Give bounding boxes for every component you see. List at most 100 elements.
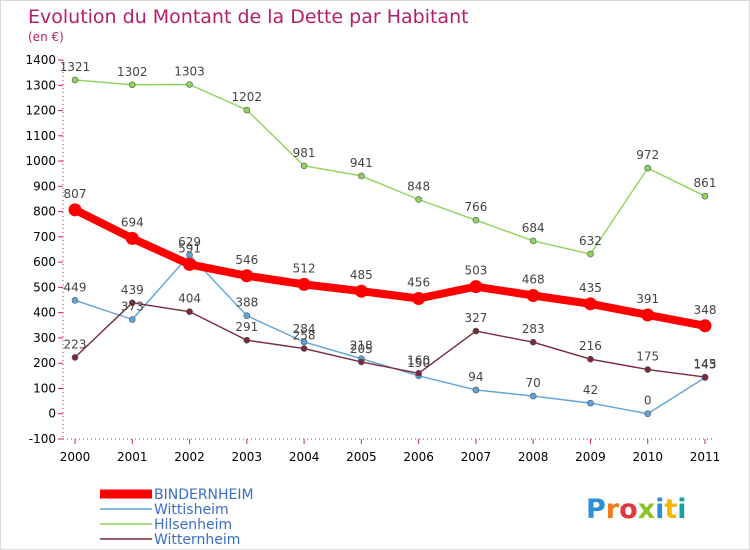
data-point [641, 308, 655, 322]
data-label: 972 [636, 148, 659, 162]
data-point [128, 299, 136, 307]
data-label: 1302 [117, 65, 148, 79]
y-tick-label: 1300 [25, 78, 56, 92]
legend: BINDERNHEIMWittisheimHilsenheimWitternhe… [100, 487, 254, 548]
data-point [587, 399, 594, 407]
logo-letter: i [677, 494, 686, 525]
data-label: 468 [522, 272, 545, 286]
data-point [243, 312, 251, 319]
y-tick-label: 400 [33, 306, 56, 320]
series-line-wittisheim [74, 254, 706, 415]
y-tick-label: 500 [33, 280, 56, 294]
data-point [412, 292, 426, 306]
data-label: 388 [235, 296, 258, 310]
data-point [644, 366, 652, 373]
data-point [529, 392, 537, 400]
data-point [529, 338, 537, 346]
legend-label: Wittisheim [154, 502, 229, 518]
y-tick-label: 700 [33, 230, 56, 244]
data-point [698, 319, 712, 333]
chart-title: Evolution du Montant de la Dette par Hab… [28, 6, 469, 28]
data-point [183, 257, 197, 271]
series-line-bindernheim [71, 205, 709, 330]
data-point [128, 81, 136, 89]
x-tick-label: 2011 [690, 450, 721, 464]
x-tick-label: 2009 [575, 450, 606, 464]
x-tick-label: 2002 [174, 450, 205, 464]
data-point [701, 192, 709, 200]
y-tick-label: 300 [33, 331, 56, 345]
y-tick-label: 1400 [25, 53, 56, 67]
y-tick-label: 900 [33, 179, 56, 193]
data-label: 861 [694, 176, 717, 190]
logo-letter: t [664, 494, 677, 525]
x-tick-label: 2010 [632, 450, 663, 464]
y-tick-label: 200 [33, 356, 56, 370]
data-point [71, 354, 79, 361]
data-label: 175 [636, 350, 659, 364]
data-label: 348 [694, 303, 717, 317]
data-label: 684 [522, 221, 545, 235]
data-point [243, 336, 251, 344]
data-label: 848 [407, 179, 430, 193]
logo-letter: r [606, 494, 620, 525]
data-label: 456 [407, 276, 430, 290]
y-tick-label: 100 [33, 381, 56, 395]
y-tick-label: 1200 [25, 104, 56, 118]
data-point [186, 308, 193, 315]
data-label: 150 [407, 356, 430, 370]
data-point [125, 231, 139, 245]
data-point [587, 250, 594, 258]
data-point [297, 277, 311, 291]
data-point [300, 338, 308, 346]
data-point [300, 345, 308, 352]
data-label: 632 [579, 234, 602, 248]
data-label: 629 [178, 235, 201, 249]
data-point [415, 370, 422, 377]
data-label: 42 [583, 383, 598, 397]
x-tick-label: 2008 [518, 450, 549, 464]
x-tick-label: 2004 [289, 450, 320, 464]
logo-letter: i [655, 494, 664, 525]
legend-label: Witternheim [154, 532, 240, 548]
data-label: 694 [121, 215, 144, 229]
x-tick-label: 2003 [232, 450, 263, 464]
data-point [300, 162, 308, 170]
x-tick-label: 2006 [403, 450, 434, 464]
data-label: 291 [235, 320, 258, 334]
data-point [701, 373, 709, 381]
data-point [472, 386, 480, 394]
data-point [354, 284, 368, 298]
data-label: 435 [579, 281, 602, 295]
data-point [358, 358, 365, 366]
data-point [71, 76, 79, 84]
data-label: 981 [293, 146, 316, 160]
data-label: 218 [350, 339, 373, 353]
data-point [472, 327, 480, 335]
y-tick-label: 1000 [25, 154, 56, 168]
data-point [186, 251, 193, 259]
data-point [644, 164, 652, 172]
data-point [583, 297, 597, 311]
logo-letter: o [619, 494, 638, 525]
data-point [472, 216, 480, 224]
data-label: 143 [694, 358, 717, 372]
series-line-hilsenheim [74, 79, 706, 255]
y-tick-label: -100 [29, 432, 56, 446]
data-label: 439 [121, 283, 144, 297]
data-label: 283 [522, 322, 545, 336]
unit-label: (en €) [28, 30, 64, 44]
data-labels: 807 694 591 546 512 485 456 503 468 435 391 348 449 3… [60, 60, 717, 408]
y-tick-label: 600 [33, 255, 56, 269]
data-label: 70 [526, 376, 541, 390]
data-label: 94 [468, 370, 483, 384]
data-label: 258 [293, 329, 316, 343]
data-label: 503 [464, 264, 487, 278]
legend-label: BINDERNHEIM [154, 487, 254, 503]
y-tick-label: 0 [48, 407, 56, 421]
data-label: 546 [235, 253, 258, 267]
x-tick-label: 2005 [346, 450, 377, 464]
data-label: 391 [636, 292, 659, 306]
